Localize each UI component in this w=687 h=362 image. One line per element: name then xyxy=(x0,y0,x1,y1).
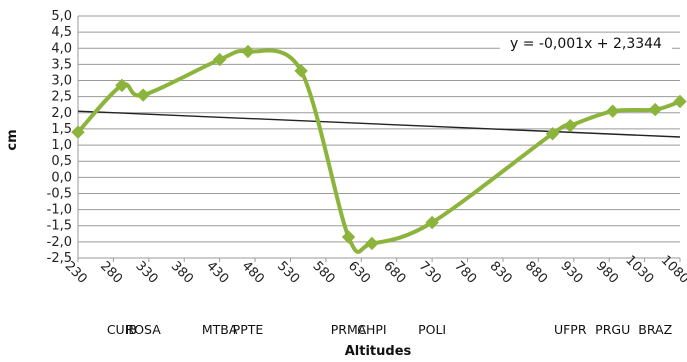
station-label: CUIB xyxy=(107,322,137,337)
data-point-marker xyxy=(425,215,439,230)
x-tick-label: 280 xyxy=(97,259,125,287)
trendline-equation-box: y = -0,001x + 2,3344 xyxy=(500,33,672,54)
x-tick-label: 730 xyxy=(416,259,444,287)
x-axis-title: Altitudes xyxy=(345,344,412,359)
x-tick-label: 480 xyxy=(239,259,267,287)
y-tick-label: -1,0 xyxy=(47,203,72,218)
x-tick-label: 630 xyxy=(345,259,373,287)
x-tick-label: 780 xyxy=(451,259,479,287)
data-point-marker xyxy=(241,44,255,59)
series-layer xyxy=(71,44,687,254)
x-tick-label: 980 xyxy=(593,259,621,287)
y-tick-label: -0,5 xyxy=(47,186,72,201)
trendline-equation: y = -0,001x + 2,3344 xyxy=(510,36,662,52)
x-tick-label: 330 xyxy=(132,259,160,287)
data-point-marker xyxy=(71,125,85,139)
data-point-marker xyxy=(673,94,687,109)
data-point-marker xyxy=(365,236,379,251)
y-tick-label: -2,0 xyxy=(47,235,72,250)
y-tick-label: -1,5 xyxy=(47,219,72,234)
station-label: MTBA xyxy=(202,322,238,337)
data-point-marker xyxy=(341,230,356,244)
station-label: PPTE xyxy=(233,322,264,337)
data-point-marker xyxy=(115,78,129,93)
linear-trendline xyxy=(77,110,681,138)
y-tick-label: -2,5 xyxy=(47,251,72,266)
y-axis-title: cm xyxy=(5,129,20,150)
y-tick-label: 2,0 xyxy=(51,106,72,121)
station-label: PRMA xyxy=(331,322,367,337)
y-tick-label: 1,0 xyxy=(51,138,72,153)
x-tick-label: 380 xyxy=(168,259,196,287)
y-tick-label: 2,5 xyxy=(51,90,72,105)
data-point-marker xyxy=(606,104,620,118)
x-tick-label: 580 xyxy=(309,259,337,287)
x-tick-label: 430 xyxy=(203,259,231,287)
trendline-equation-background xyxy=(500,33,672,54)
y-tick-label: 3,5 xyxy=(51,57,72,72)
x-tick-label: 680 xyxy=(380,259,408,287)
series-line xyxy=(76,48,682,254)
x-tick-label: 1080 xyxy=(658,253,687,287)
trendline-layer xyxy=(77,110,681,138)
x-tick-label: 880 xyxy=(522,259,550,287)
data-point-marker xyxy=(545,127,560,141)
data-point-marker xyxy=(136,88,150,102)
data-point-marker xyxy=(294,64,308,78)
y-tick-label: 4,5 xyxy=(51,25,72,40)
station-label: UFPR xyxy=(554,322,587,337)
x-tick-label: 530 xyxy=(274,259,302,287)
y-tick-label: 0,0 xyxy=(51,170,72,185)
data-point-marker xyxy=(212,52,227,67)
data-point-marker xyxy=(563,118,577,133)
station-label: PRGU xyxy=(595,322,630,337)
x-tick-label: 930 xyxy=(557,259,585,287)
data-point-marker xyxy=(648,102,662,117)
station-label: BRAZ xyxy=(638,322,672,337)
station-label: ROSA xyxy=(126,322,162,337)
y-tick-label: 3,0 xyxy=(51,74,72,89)
gridlines xyxy=(78,15,680,259)
station-label: CHPI xyxy=(357,322,386,337)
y-tick-label: 0,5 xyxy=(51,154,72,169)
y-tick-label: 1,5 xyxy=(51,122,72,137)
x-tick-label: 830 xyxy=(487,259,515,287)
station-label: POLI xyxy=(418,322,446,337)
y-tick-label: 4,0 xyxy=(51,41,72,56)
y-tick-label: 5,0 xyxy=(51,9,72,24)
